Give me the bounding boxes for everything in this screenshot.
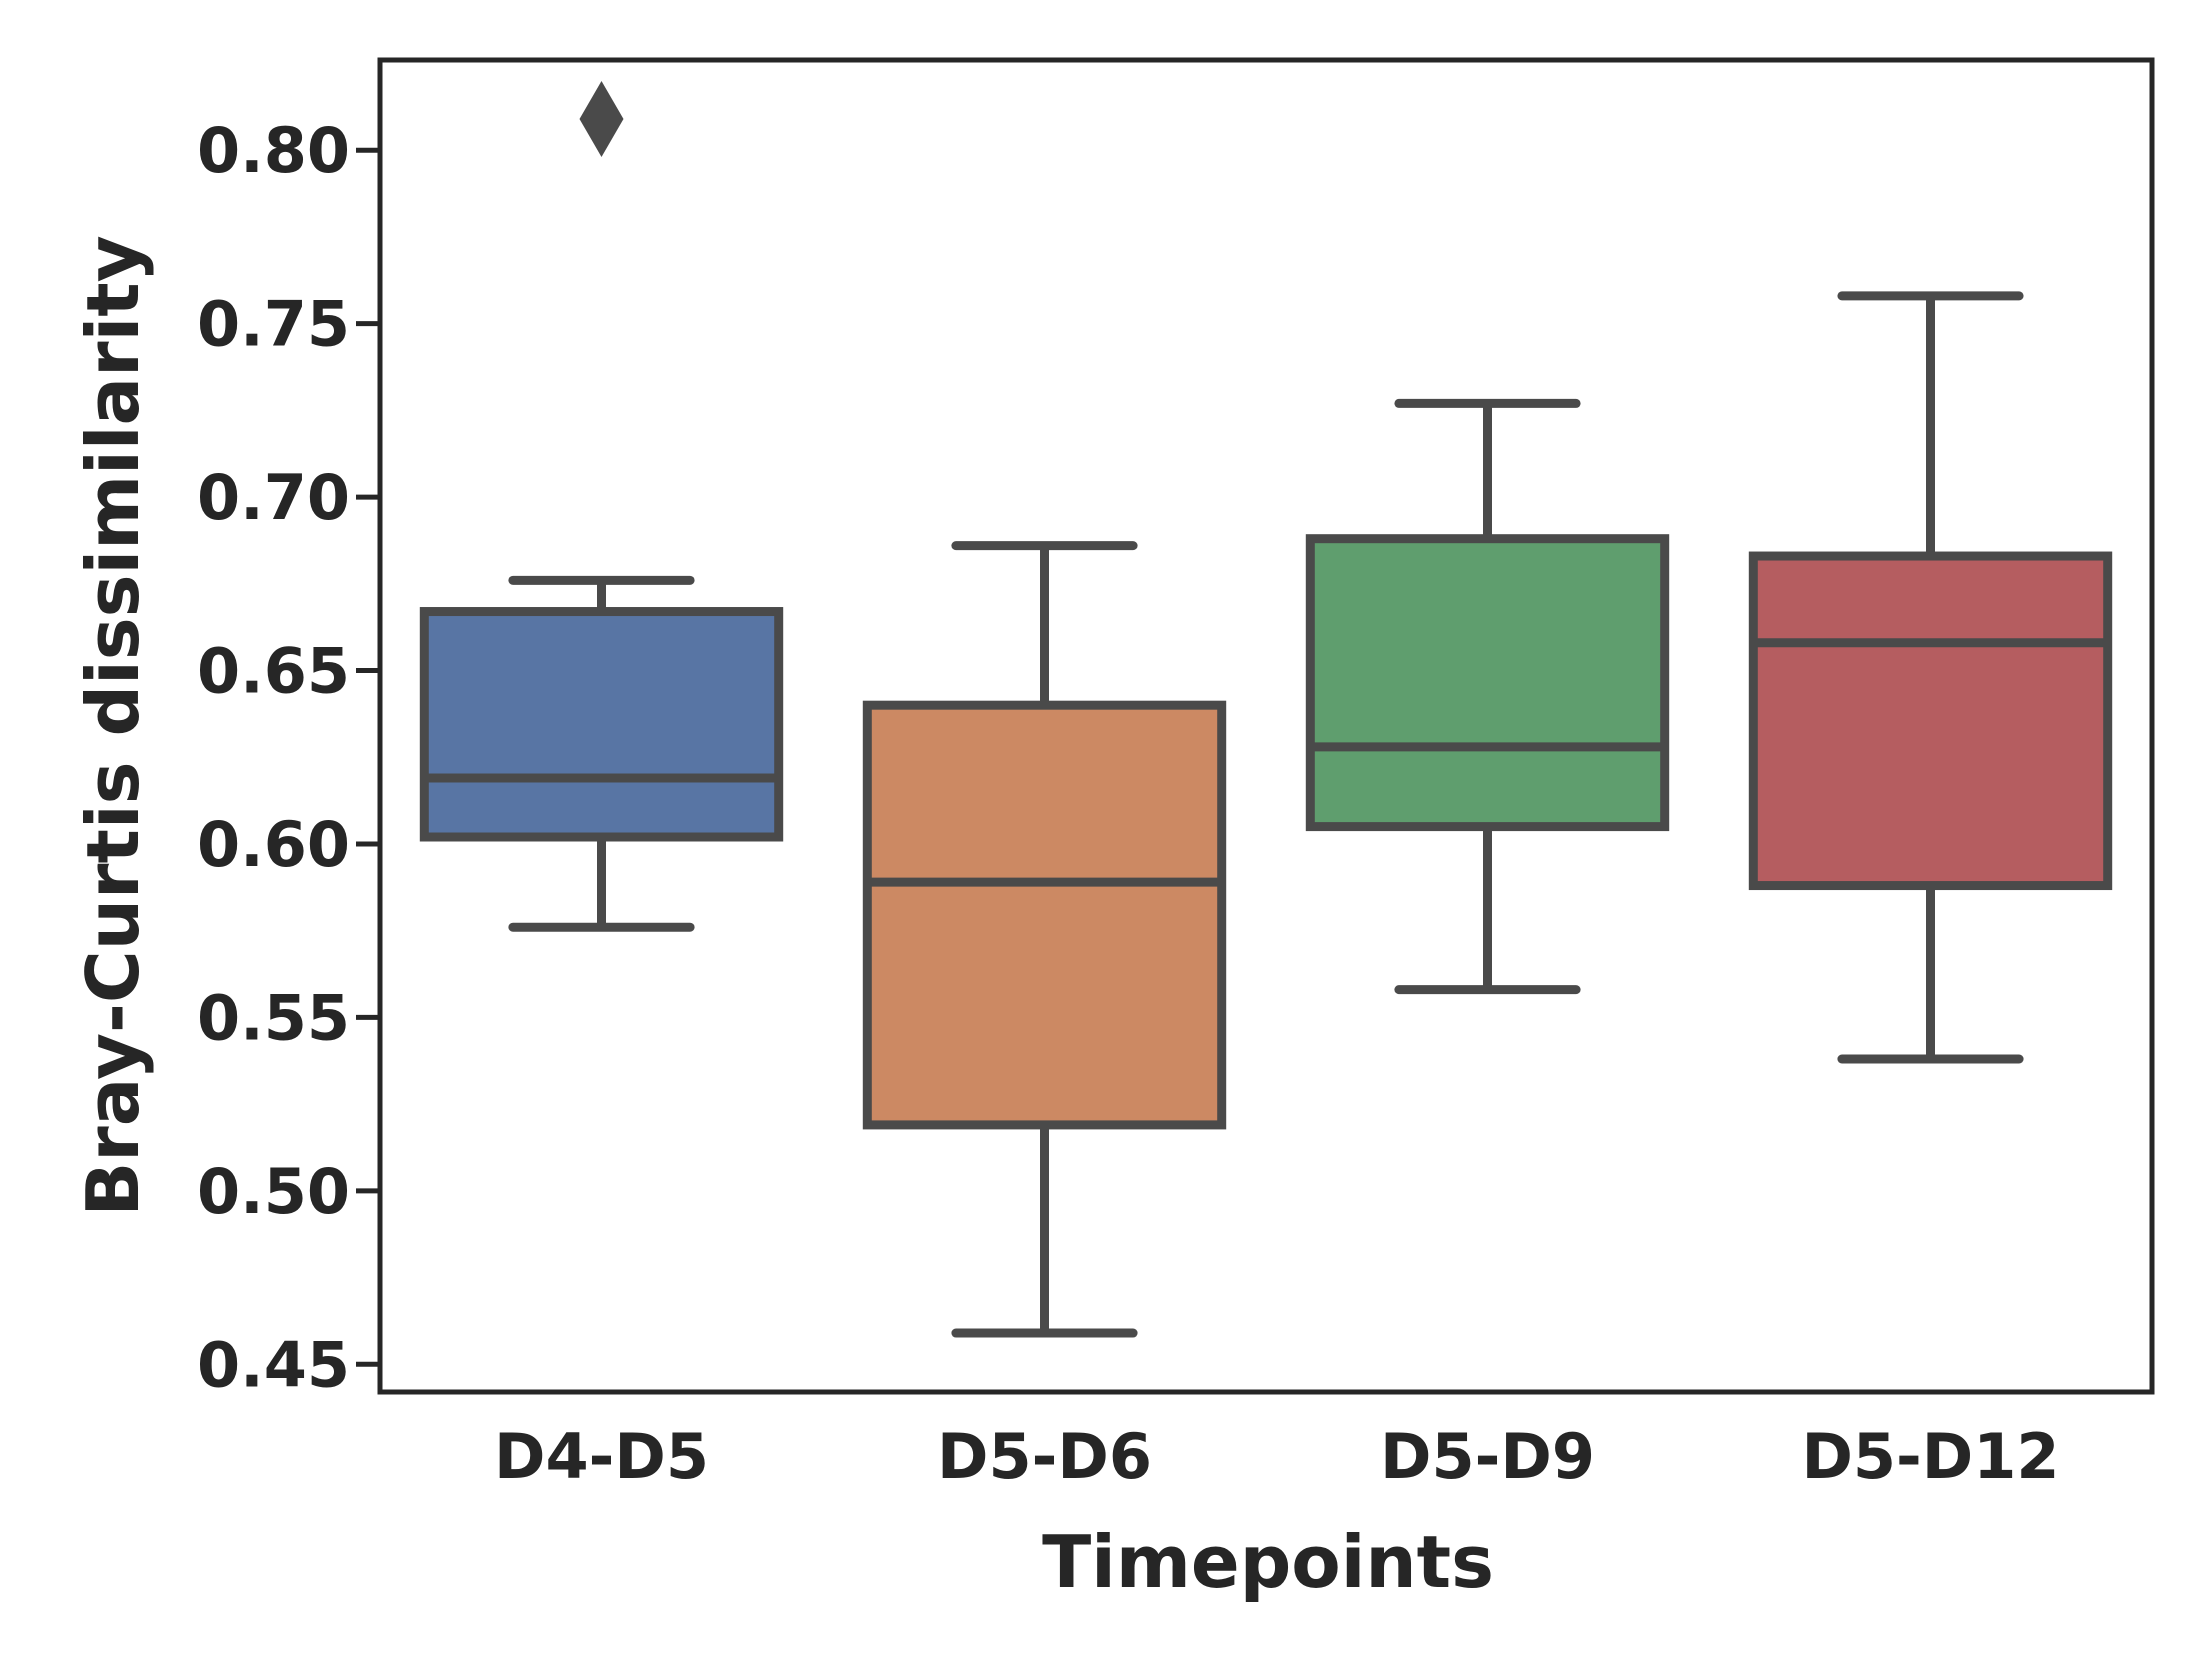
- x-tick-label: D5-D6: [937, 1420, 1152, 1493]
- outlier-point: [579, 80, 624, 157]
- y-tick-label: 0.70: [197, 461, 350, 534]
- box-d5-d6: [862, 541, 1227, 1338]
- iqr-box: [1305, 534, 1670, 832]
- box-d5-d12: [1748, 291, 2113, 1064]
- x-axis: D4-D5 D5-D6 D5-D9 D5-D12: [494, 1420, 2060, 1493]
- box-d4-d5: [419, 80, 784, 932]
- x-axis-label: Timepoints: [1042, 1520, 1494, 1604]
- plot-frame: [377, 57, 2155, 1395]
- x-tick-label: D4-D5: [494, 1420, 709, 1493]
- y-axis: 0.45 0.50 0.55 0.60 0.65 0.70 0.75 0.80: [197, 114, 380, 1401]
- y-tick-label: 0.65: [197, 635, 350, 708]
- y-tick-label: 0.75: [197, 288, 350, 361]
- iqr-box: [419, 607, 784, 842]
- y-tick-label: 0.60: [197, 808, 350, 881]
- y-axis-label: Bray-Curtis dissimilarity: [71, 235, 155, 1216]
- box-series: [419, 80, 2113, 1338]
- y-tick-label: 0.45: [197, 1328, 350, 1401]
- y-tick-label: 0.50: [197, 1155, 350, 1228]
- x-tick-label: D5-D9: [1380, 1420, 1595, 1493]
- y-tick-label: 0.55: [197, 981, 350, 1054]
- y-tick-label: 0.80: [197, 114, 350, 187]
- box-d5-d9: [1305, 398, 1670, 995]
- x-tick-label: D5-D12: [1801, 1420, 2059, 1493]
- iqr-box: [1748, 551, 2113, 891]
- iqr-box: [862, 700, 1227, 1130]
